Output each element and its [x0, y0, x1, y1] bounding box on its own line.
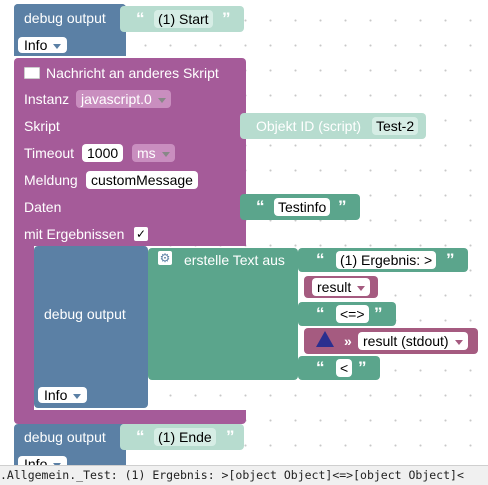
debug-level-dropdown[interactable]: Info	[18, 37, 68, 53]
console-log-line: .Allgemein._Test: (1) Ergebnis: >[object…	[0, 465, 488, 485]
data-text-field[interactable]: Testinfo	[274, 198, 331, 216]
quote-close-icon: ”	[446, 250, 455, 269]
debug-inner-level-dropdown[interactable]: Info	[38, 387, 88, 403]
send-message-header: Nachricht an anderes Skript	[46, 65, 219, 81]
quote-close-icon: ”	[226, 427, 235, 446]
send-message-bottom-bar	[14, 410, 246, 424]
item-text-3-field[interactable]: <	[336, 359, 353, 377]
end-text-field[interactable]: (1) Ende	[154, 428, 216, 446]
message-field[interactable]: customMessage	[86, 171, 198, 189]
debug-output-start-tail	[14, 4, 126, 34]
gear-icon: ⚙	[158, 251, 172, 265]
item-stdout-dropdown[interactable]: result (stdout)	[358, 332, 468, 350]
script-object-field[interactable]: Test-2	[372, 117, 419, 135]
instance-dropdown[interactable]: javascript.0	[76, 90, 171, 108]
create-text-block[interactable]	[148, 248, 298, 380]
start-text-field[interactable]: (1) Start	[154, 10, 213, 28]
data-label: Daten	[24, 199, 62, 215]
debug-output-label: debug output	[24, 10, 106, 26]
quote-close-icon: ”	[222, 9, 231, 28]
script-label: Skript	[24, 118, 60, 134]
create-text-label: erstelle Text aus	[184, 252, 285, 268]
send-message-spine	[14, 240, 34, 420]
envelope-icon	[24, 67, 40, 79]
item-variable-dropdown[interactable]: result	[312, 278, 371, 296]
item-text-2-field[interactable]: <=>	[336, 305, 369, 323]
chevron-right-icon: »	[344, 333, 352, 349]
debug-output-end-label: debug output	[24, 429, 106, 445]
debug-output-inner-label: debug output	[44, 306, 126, 322]
quote-close-icon: ”	[374, 304, 383, 323]
instance-label: Instanz	[24, 91, 70, 107]
warning-icon	[316, 331, 334, 347]
quote-open-icon: “	[316, 250, 325, 269]
quote-open-icon: “	[136, 427, 145, 446]
quote-open-icon: “	[316, 358, 325, 377]
timeout-unit-dropdown[interactable]: ms	[132, 144, 175, 162]
quote-open-icon: “	[256, 197, 265, 216]
quote-close-icon: ”	[338, 197, 347, 216]
quote-close-icon: ”	[358, 358, 367, 377]
debug-output-inner-block[interactable]	[34, 246, 148, 408]
item-text-1-field[interactable]: (1) Ergebnis: >	[336, 251, 437, 269]
script-object-label: Objekt ID (script)	[256, 118, 362, 134]
quote-open-icon: “	[316, 304, 325, 323]
message-label: Meldung	[24, 172, 78, 188]
timeout-field[interactable]: 1000	[82, 144, 124, 162]
quote-open-icon: “	[136, 9, 145, 28]
with-results-checkbox[interactable]: ✓	[134, 227, 148, 241]
with-results-label: mit Ergebnissen	[24, 226, 125, 242]
timeout-label: Timeout	[24, 145, 75, 161]
